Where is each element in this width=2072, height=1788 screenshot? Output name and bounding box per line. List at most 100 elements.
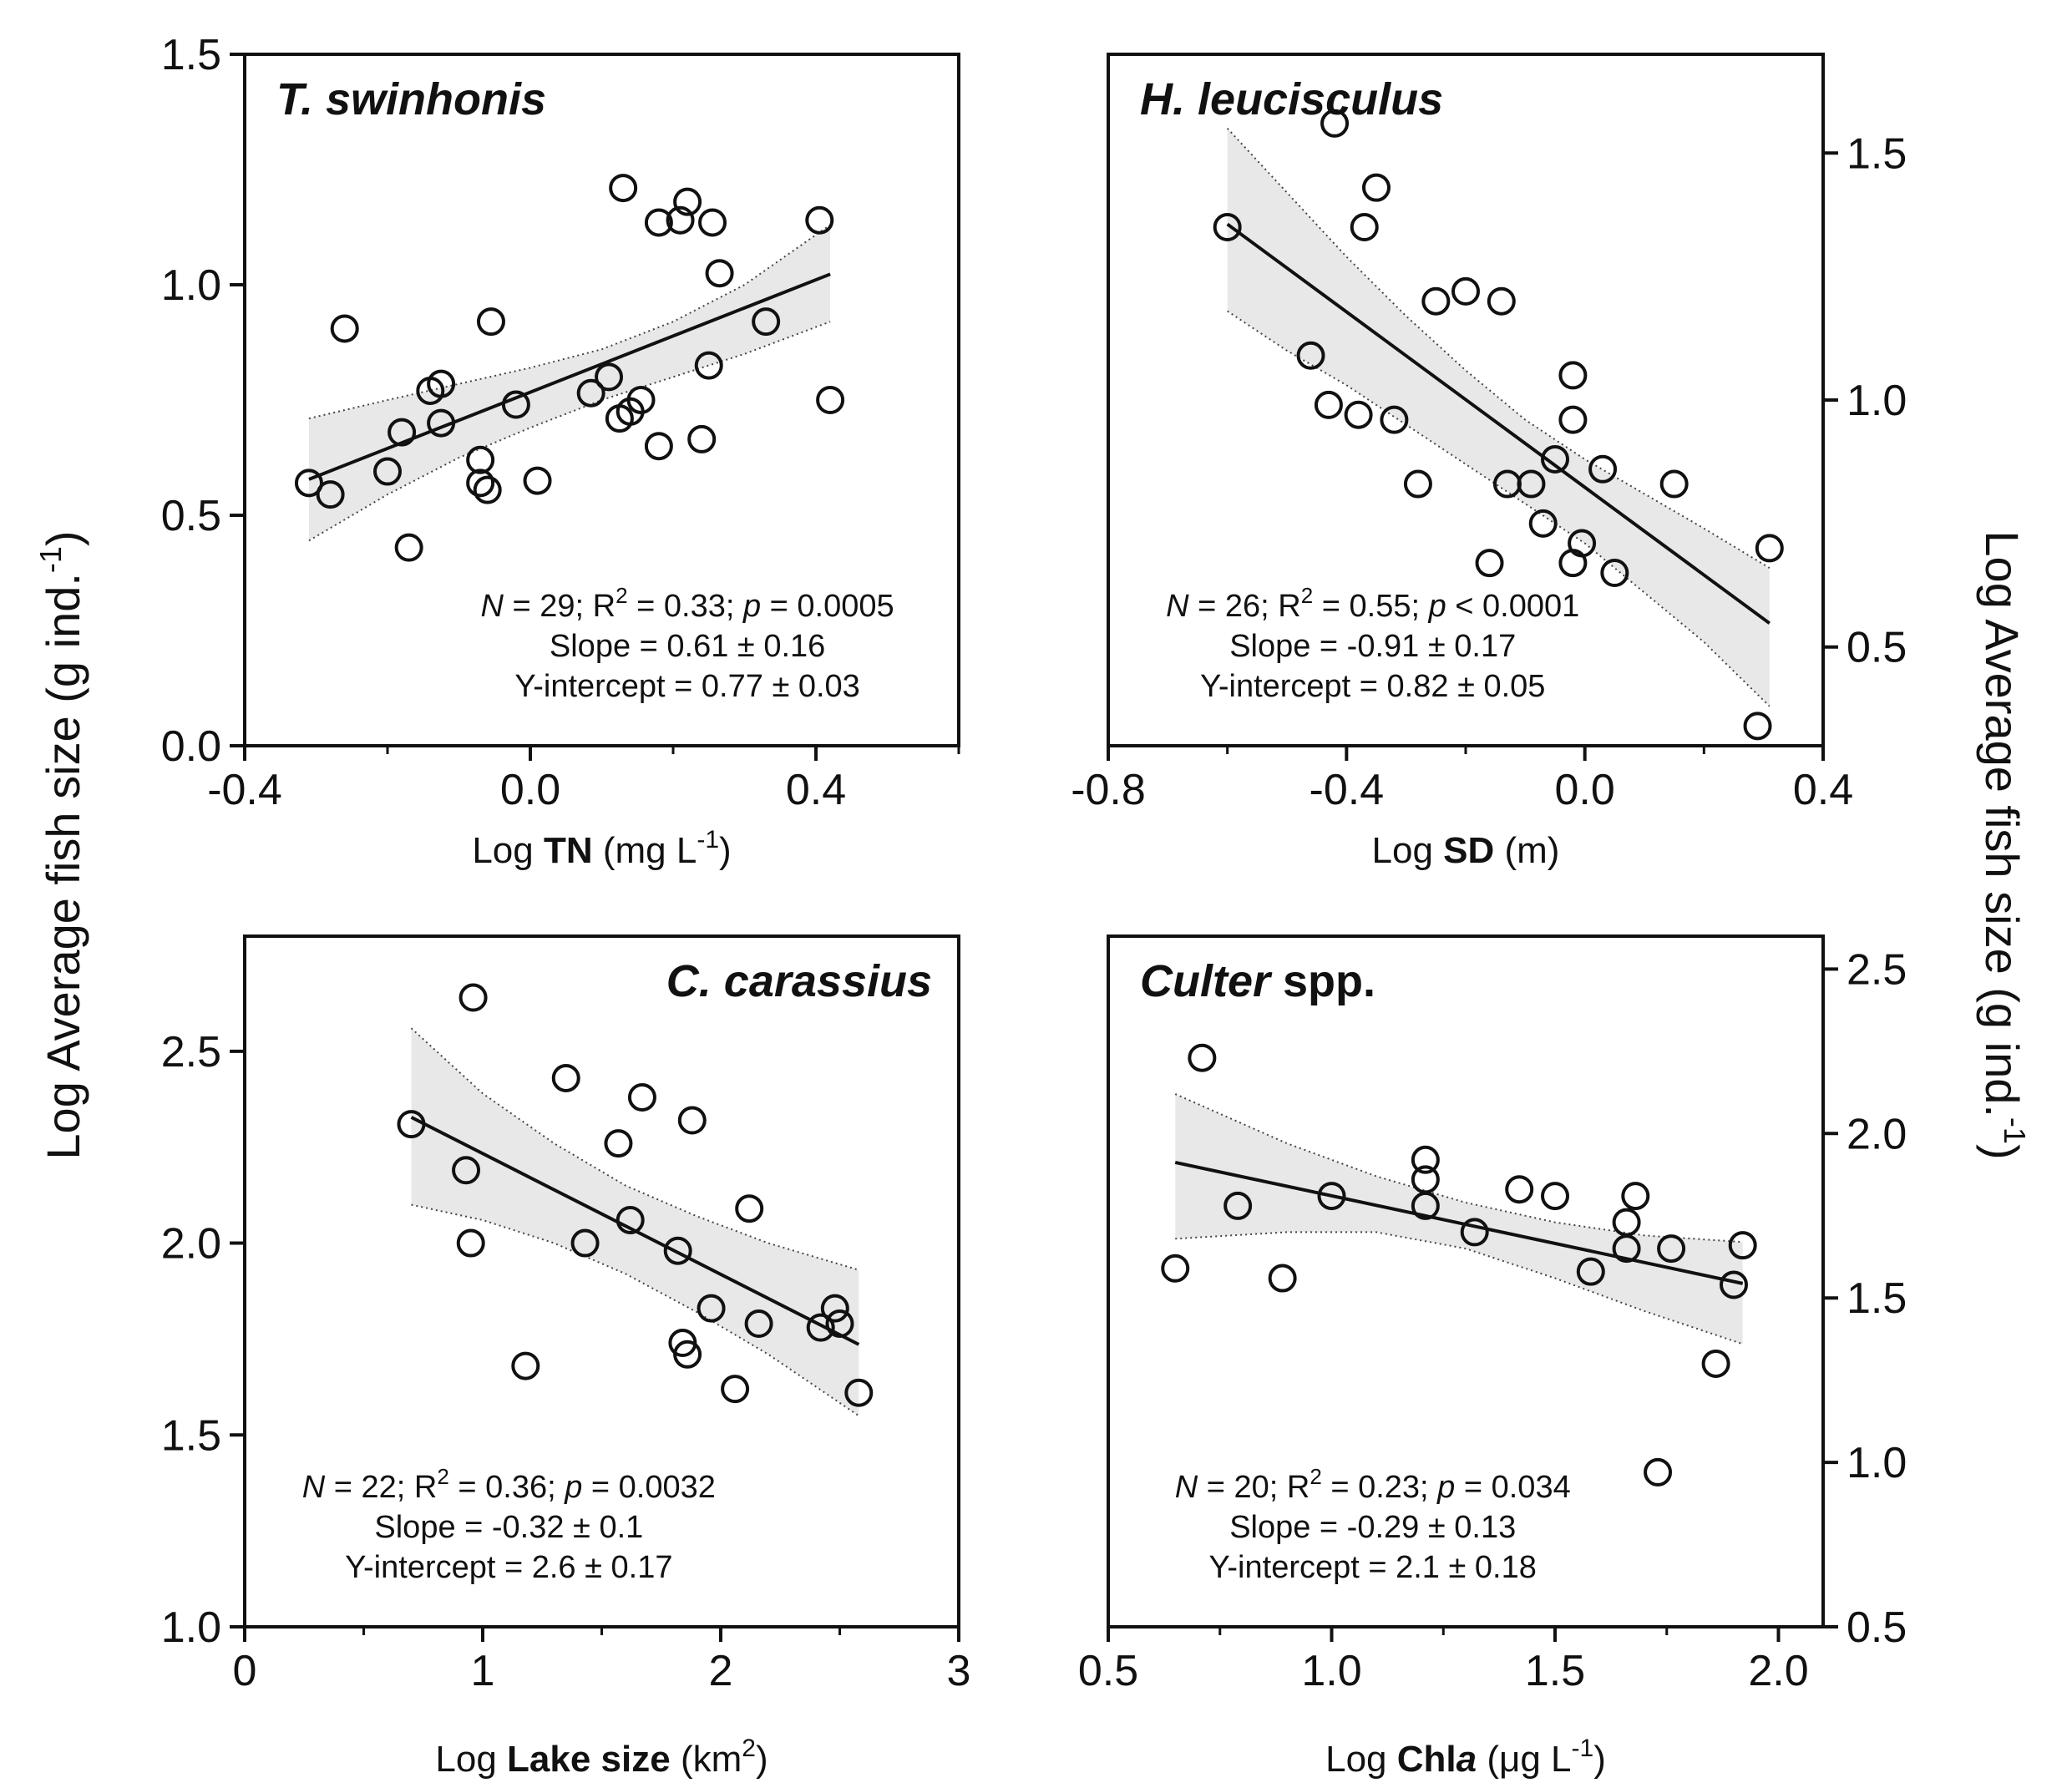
y-tick-label: 2.0: [1847, 1110, 1907, 1158]
confidence-band: [1227, 128, 1770, 707]
data-point: [595, 362, 624, 392]
species-title: H. leucisculus: [1140, 74, 1443, 124]
data-point: [1161, 1254, 1190, 1283]
y-tick-label: 1.0: [161, 1603, 221, 1652]
data-point: [466, 445, 495, 474]
stats-intercept: Y-intercept = 2.1 ± 0.18: [1209, 1550, 1537, 1585]
data-point: [1223, 1191, 1253, 1220]
data-point: [576, 378, 605, 408]
stats-slope: Slope = 0.61 ± 0.16: [550, 629, 825, 664]
data-point: [1460, 1218, 1489, 1247]
data-point: [1421, 286, 1451, 316]
data-point: [1475, 549, 1504, 578]
right-y-axis-title: Log Average fish size (g ind.-1): [1976, 530, 2032, 1159]
x-tick-label: -0.4: [1310, 766, 1385, 814]
left-y-axis-title: Log Average fish size (g ind.-1): [33, 530, 89, 1159]
y-tick-label: 1.0: [161, 261, 221, 310]
data-point: [427, 408, 456, 438]
data-point: [1701, 1349, 1730, 1378]
x-tick-label: 2.0: [1748, 1647, 1808, 1695]
stats-line-1: N = 20; R2 = 0.23; p = 0.034: [1175, 1464, 1571, 1505]
data-point: [1621, 1182, 1650, 1211]
x-axis-title: Log TN (mg L-1): [472, 826, 731, 871]
data-point: [805, 205, 834, 235]
x-tick-label: 3: [947, 1647, 971, 1695]
data-point: [1403, 469, 1432, 499]
stats-line-1: N = 22; R2 = 0.36; p = 0.0032: [302, 1464, 716, 1505]
x-tick-label: 1: [471, 1647, 495, 1695]
data-point: [604, 1129, 633, 1158]
data-point: [1487, 286, 1516, 316]
panel-3: 0 1 2 3 1.0 1.5 2.0 2.5 C. carassius N = 22; R2 =…: [161, 935, 971, 1780]
y-tick-label: 1.5: [161, 1411, 221, 1460]
panel-4: 0.5 1.0 1.5 2.0 0.5 1.0 1.5 2.0 2.5 Culter spp. N …: [1078, 935, 1907, 1780]
y-tick-label: 2.0: [161, 1220, 221, 1269]
regression-line: [308, 272, 831, 481]
data-point: [570, 1228, 600, 1258]
data-point: [735, 1194, 764, 1223]
data-point: [1568, 529, 1597, 558]
plot-frame: [243, 53, 960, 747]
data-point: [466, 469, 495, 498]
data-point: [316, 480, 345, 509]
data-point: [806, 1313, 835, 1342]
data-point: [1350, 213, 1379, 241]
x-axis-title: Log Lake size (km2): [435, 1735, 768, 1780]
data-point: [1612, 1208, 1641, 1237]
data-point: [1517, 469, 1546, 499]
data-point: [1541, 1182, 1569, 1211]
ci-upper-line: [410, 1027, 859, 1271]
stats-line-1: N = 29; R2 = 0.33; p = 0.0005: [481, 583, 894, 624]
data-point: [388, 418, 417, 447]
stats-slope: Slope = -0.29 ± 0.13: [1229, 1510, 1516, 1545]
species-name-italic: T. swinhonis: [276, 74, 546, 124]
x-tick-label: 1.5: [1525, 1647, 1585, 1695]
y-tick-label: 1.5: [1847, 1274, 1907, 1323]
x-tick-label: 0.4: [786, 766, 846, 814]
data-point: [663, 1236, 692, 1265]
plot-frame: [1107, 935, 1825, 1628]
confidence-band: [1175, 1094, 1743, 1345]
data-point: [294, 469, 323, 498]
data-point: [1600, 559, 1629, 587]
data-point: [1505, 1175, 1534, 1204]
x-axis-title: Log SD (m): [1372, 830, 1560, 871]
data-point: [1728, 1231, 1757, 1260]
data-point: [330, 314, 359, 343]
species-title: T. swinhonis: [276, 74, 546, 124]
stats-intercept: Y-intercept = 0.77 ± 0.03: [514, 669, 859, 704]
ci-upper-line: [1174, 1093, 1743, 1243]
data-point: [1268, 1264, 1297, 1293]
data-point: [1451, 276, 1480, 306]
data-point: [1362, 173, 1391, 202]
data-point: [1344, 400, 1373, 429]
ci-lower-line: [308, 321, 831, 542]
data-point: [1320, 109, 1350, 138]
data-point: [694, 351, 723, 380]
ci-lower-line: [1175, 1231, 1744, 1345]
data-point: [1644, 1457, 1673, 1487]
y-tick-label: 2.5: [1847, 945, 1907, 994]
species-name-suffix: spp.: [1270, 956, 1375, 1006]
y-tick-label: 0.5: [161, 492, 221, 540]
y-tick-label: 2.5: [161, 1028, 221, 1076]
data-point: [1657, 1234, 1686, 1264]
data-point: [511, 1351, 540, 1380]
data-point: [452, 1156, 481, 1185]
y-tick-label: 1.0: [1847, 377, 1907, 425]
x-tick-label: 2: [709, 1647, 733, 1695]
data-point: [673, 187, 702, 216]
data-point: [820, 1294, 849, 1323]
species-title: Culter spp.: [1140, 956, 1375, 1006]
x-tick-label: 0: [233, 1647, 257, 1695]
data-point: [394, 533, 423, 562]
x-axis-title: Log Chla (μg L-1): [1325, 1735, 1606, 1780]
y-tick-label: 0.0: [161, 722, 221, 771]
data-point: [666, 205, 695, 235]
y-tick-label: 0.5: [1847, 1603, 1907, 1652]
data-point: [476, 307, 505, 337]
data-point: [1317, 1182, 1346, 1211]
y-tick-label: 0.5: [1847, 624, 1907, 672]
